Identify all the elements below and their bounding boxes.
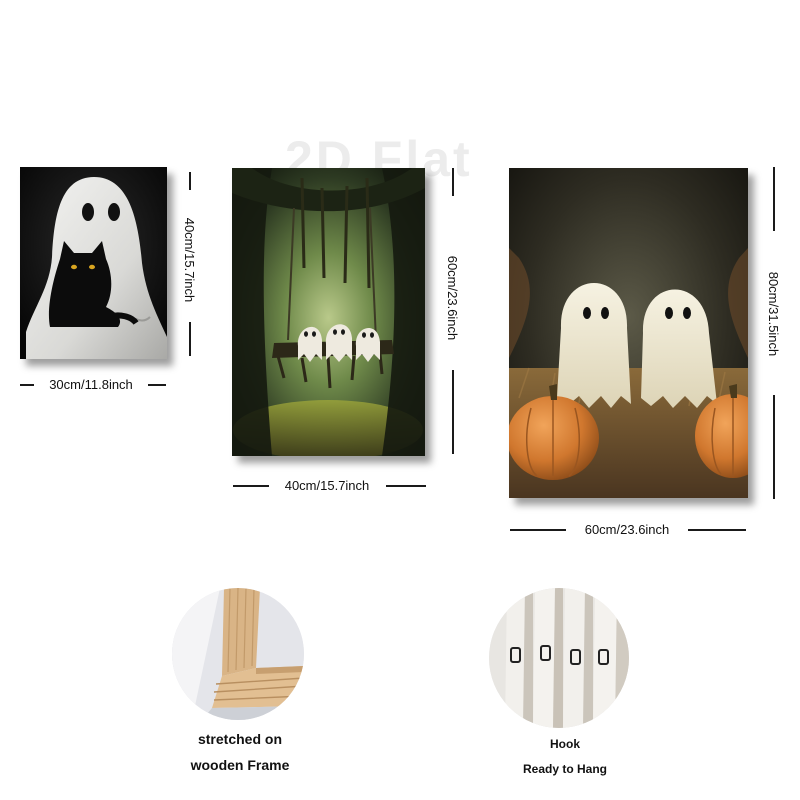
canvas-print-ghosts-swing (232, 168, 425, 456)
width-dimension-line-1a (20, 384, 34, 386)
hook-caption-line1: Hook (550, 737, 580, 751)
panel1-width-label: 30cm/11.8inch (49, 377, 133, 392)
canvas-print-ghost-cat (20, 167, 167, 359)
canvas-print-ghosts-pumpkins (509, 168, 748, 498)
height-dimension-line-1 (189, 172, 191, 190)
ghosts-pumpkins-artwork (509, 168, 748, 498)
width-dimension-line-3a (510, 529, 566, 531)
panel1-height-label: 40cm/15.7inch (182, 217, 197, 303)
width-dimension-line-2b (386, 485, 426, 487)
width-dimension-line-1b (148, 384, 166, 386)
width-dimension-line-2a (233, 485, 269, 487)
frame-caption-line1: stretched on (197, 731, 282, 747)
height-dimension-line-2a (452, 168, 454, 196)
ghost-cat-artwork (20, 167, 167, 359)
hanging-hooks-image (489, 588, 629, 728)
height-dimension-line-3a (773, 167, 775, 231)
width-dimension-line-3b (688, 529, 746, 531)
height-dimension-line-3b (773, 395, 775, 499)
hook-detail-photo (489, 588, 629, 728)
wooden-frame-detail-photo (172, 588, 304, 720)
hook-caption-line2: Ready to Hang (522, 762, 607, 776)
panel3-height-label: 80cm/31.5inch (766, 271, 781, 357)
panel2-width-label: 40cm/15.7inch (284, 478, 370, 493)
height-dimension-line-2b (452, 370, 454, 454)
frame-caption-line2: wooden Frame (190, 757, 290, 773)
wooden-frame-corner-image (172, 588, 304, 720)
ghosts-swing-artwork (232, 168, 425, 456)
panel3-width-label: 60cm/23.6inch (584, 522, 670, 537)
panel2-height-label: 60cm/23.6inch (445, 255, 460, 341)
height-dimension-line-1b (189, 322, 191, 356)
